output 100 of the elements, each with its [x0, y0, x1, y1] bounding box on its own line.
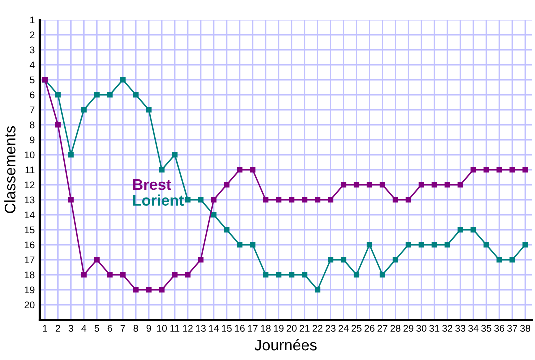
- x-tick-label: 28: [390, 325, 401, 332]
- x-tick-label: 6: [108, 325, 112, 332]
- x-tick-label: 18: [261, 325, 271, 332]
- y-tick-label: 2: [30, 32, 35, 39]
- point: [276, 272, 282, 278]
- point: [522, 167, 528, 173]
- y-tick-label: 13: [25, 196, 35, 204]
- x-tick-label: 36: [494, 325, 505, 332]
- x-tick-label: 7: [120, 325, 126, 332]
- point: [484, 242, 490, 248]
- x-tick-label: 35: [482, 325, 492, 332]
- x-tick-label: 4: [82, 325, 87, 332]
- point: [146, 287, 152, 293]
- y-tick-label: 15: [25, 226, 35, 234]
- point: [250, 242, 256, 248]
- y-tick-label: 20: [24, 302, 35, 309]
- point: [55, 122, 61, 128]
- x-tick-label: 26: [364, 325, 375, 332]
- y-tick-label: 10: [25, 152, 35, 159]
- x-tick-label: 32: [442, 325, 453, 332]
- point: [146, 107, 152, 113]
- x-tick-label: 25: [352, 325, 362, 332]
- point: [172, 152, 178, 158]
- y-axis-title: Classements: [4, 126, 16, 214]
- point: [328, 197, 334, 203]
- point: [366, 182, 373, 188]
- point: [289, 197, 295, 203]
- point: [522, 242, 528, 248]
- point: [289, 272, 295, 278]
- point: [68, 197, 74, 203]
- point: [237, 167, 243, 173]
- x-tick-label: 8: [134, 325, 138, 332]
- point: [328, 257, 334, 263]
- y-tick-label: 6: [30, 92, 35, 99]
- point: [366, 242, 373, 248]
- point: [496, 167, 502, 173]
- point: [458, 182, 464, 188]
- point: [185, 272, 191, 278]
- point: [510, 257, 516, 263]
- x-tick-label: 30: [416, 325, 427, 332]
- y-tick-label: 9: [30, 136, 35, 144]
- x-tick-label: 14: [209, 325, 220, 332]
- point: [510, 167, 516, 173]
- point: [302, 272, 308, 278]
- y-tick-label: 16: [25, 242, 35, 249]
- y-tick-label: 3: [30, 46, 35, 54]
- point: [224, 182, 230, 188]
- x-tick-label: 24: [338, 325, 349, 332]
- x-tick-label: 19: [274, 325, 284, 332]
- y-tick-label: 8: [30, 122, 35, 129]
- y-tick-label: 17: [25, 256, 35, 264]
- point: [159, 167, 165, 173]
- x-tick-label: 15: [222, 325, 232, 332]
- point: [211, 197, 217, 203]
- x-tick-label: 38: [520, 325, 530, 332]
- point: [224, 227, 230, 233]
- point: [444, 242, 450, 248]
- point: [380, 182, 386, 188]
- y-tick-label: 19: [25, 286, 35, 294]
- point: [68, 152, 74, 158]
- point: [94, 92, 100, 98]
- x-tick-label: 3: [68, 325, 74, 332]
- x-tick-label: 37: [507, 325, 518, 332]
- point: [406, 242, 412, 248]
- point: [120, 272, 126, 278]
- y-tick-label: 4: [30, 62, 35, 69]
- point: [237, 242, 243, 248]
- point: [198, 197, 204, 203]
- x-tick-label: 31: [430, 325, 440, 332]
- series-label: Lorient: [133, 194, 184, 206]
- point: [198, 257, 204, 263]
- point: [133, 92, 139, 98]
- y-tick-label: 18: [25, 272, 35, 279]
- point: [354, 182, 360, 188]
- x-tick-label: 10: [157, 325, 168, 332]
- point: [107, 92, 113, 98]
- text: Brest: [133, 180, 172, 190]
- point: [302, 197, 308, 203]
- point: [392, 257, 398, 263]
- y-tick-label: 7: [30, 106, 35, 114]
- point: [340, 182, 347, 188]
- point: [392, 197, 398, 203]
- x-tick-label: 16: [235, 325, 245, 332]
- point: [418, 182, 424, 188]
- x-tick-label: 5: [94, 325, 100, 332]
- x-tick-label: 2: [56, 325, 60, 332]
- y-tick-label: 5: [30, 76, 35, 84]
- point: [55, 92, 61, 98]
- point: [496, 257, 502, 263]
- point: [263, 272, 269, 278]
- x-tick-label: 11: [170, 325, 180, 332]
- y-tick-label: 12: [25, 182, 35, 189]
- point: [484, 167, 490, 173]
- y-tick-label: 14: [25, 212, 35, 219]
- x-tick-label: 12: [183, 325, 193, 332]
- point: [172, 272, 178, 278]
- point: [458, 227, 464, 233]
- x-tick-label: 33: [456, 325, 466, 332]
- point: [354, 272, 360, 278]
- y-tick-label: 1: [30, 16, 35, 24]
